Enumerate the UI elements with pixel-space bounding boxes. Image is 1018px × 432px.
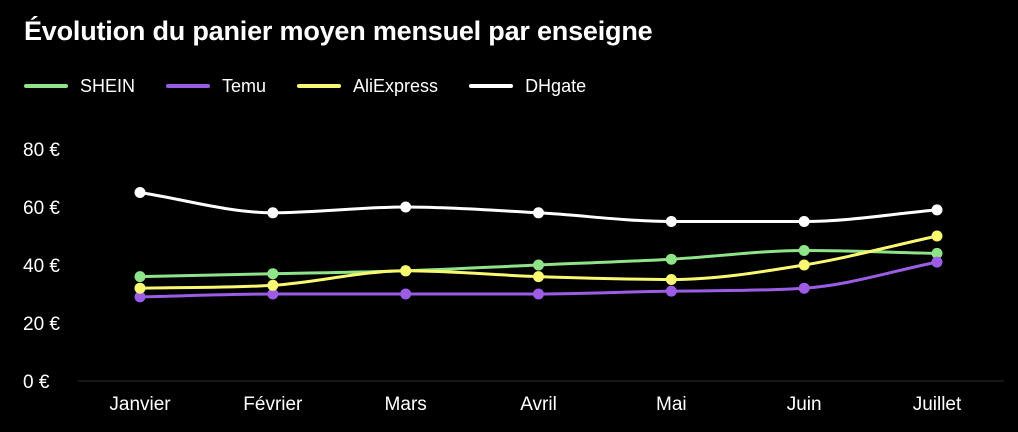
legend-item-dhgate[interactable]: DHgate [469, 76, 586, 97]
data-point-dhgate [134, 187, 146, 198]
legend: SHEIN Temu AliExpress DHgate [24, 74, 617, 98]
data-point-aliexpress [267, 279, 279, 291]
data-point-temu [267, 288, 279, 300]
x-tick-label: Avril [520, 394, 557, 415]
data-point-temu [400, 288, 412, 300]
legend-swatch-aliexpress [297, 84, 342, 88]
legend-swatch-dhgate [469, 84, 514, 88]
data-point-temu [533, 288, 544, 300]
data-point-shein [533, 259, 544, 271]
data-point-dhgate [533, 207, 544, 219]
data-point-shein [267, 268, 279, 280]
data-point-dhgate [665, 216, 677, 227]
chart-title: Évolution du panier moyen mensuel par en… [24, 16, 653, 46]
data-point-dhgate [400, 201, 412, 213]
data-point-shein [134, 271, 146, 283]
data-point-shein [931, 247, 943, 259]
data-point-aliexpress [533, 271, 544, 283]
x-tick-label: Janvier [109, 394, 171, 415]
data-point-dhgate [267, 207, 279, 219]
y-tick-label: 40 € [23, 256, 60, 277]
data-point-shein [798, 245, 810, 256]
y-tick-label: 20 € [23, 314, 60, 335]
legend-swatch-shein [24, 84, 68, 88]
data-point-aliexpress [798, 259, 810, 271]
legend-label-aliexpress: AliExpress [353, 75, 439, 96]
legend-item-aliexpress[interactable]: AliExpress [297, 76, 438, 97]
x-tick-label: Juin [787, 394, 822, 415]
data-point-temu [798, 282, 810, 294]
legend-item-shein[interactable]: SHEIN [24, 76, 135, 97]
data-point-aliexpress [134, 282, 146, 294]
x-tick-label: Mai [656, 394, 687, 415]
data-point-dhgate [798, 216, 810, 227]
legend-label-shein: SHEIN [80, 75, 136, 96]
legend-label-dhgate: DHgate [525, 75, 587, 96]
y-tick-label: 60 € [23, 198, 60, 219]
legend-label-temu: Temu [222, 75, 267, 96]
x-tick-label: Février [243, 394, 303, 415]
y-tick-label: 0 € [23, 372, 50, 393]
x-tick-label: Juillet [913, 394, 962, 415]
data-point-temu [931, 256, 943, 268]
data-point-temu [665, 285, 677, 297]
data-point-aliexpress [665, 274, 677, 285]
data-point-dhgate [931, 204, 943, 216]
data-point-aliexpress [400, 265, 412, 277]
y-tick-label: 80 € [23, 140, 60, 161]
x-tick-label: Mars [385, 394, 427, 415]
legend-swatch-temu [166, 84, 211, 88]
data-point-shein [665, 253, 677, 265]
legend-item-temu[interactable]: Temu [166, 76, 266, 97]
data-point-temu [134, 291, 146, 303]
data-point-aliexpress [931, 230, 943, 242]
